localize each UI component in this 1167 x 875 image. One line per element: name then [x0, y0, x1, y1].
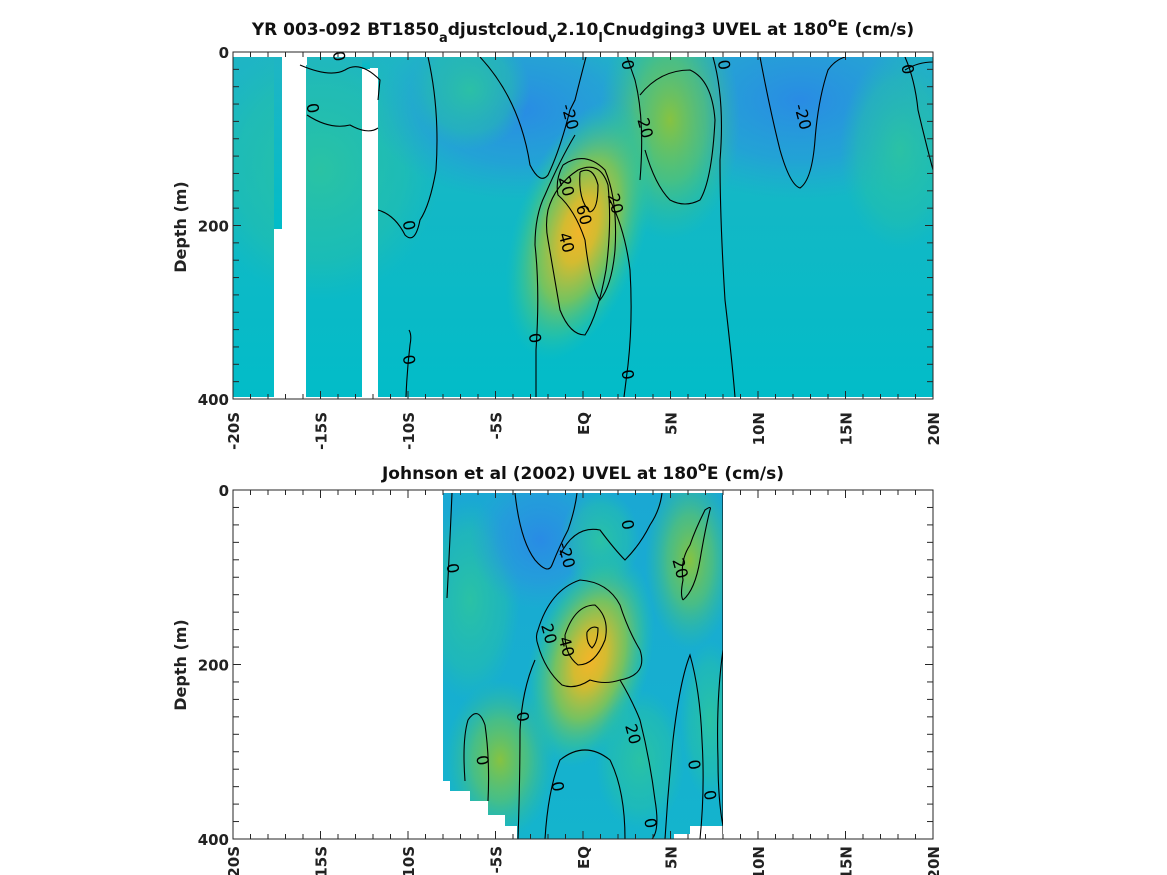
- contour-label: 0: [700, 789, 720, 802]
- contour-label: 20: [604, 191, 628, 216]
- contour-label: 60: [572, 203, 596, 228]
- contour-label: 0: [617, 368, 637, 381]
- bottom-contours: [446, 493, 723, 839]
- contour-label: 20: [633, 116, 657, 141]
- contour-label: 0: [399, 353, 419, 366]
- y-tick-label: 400: [198, 391, 229, 409]
- x-tick-label: -15S: [313, 846, 331, 875]
- top-chart-title: YR 003-092 BT1850adjustcloudv2.10lCnudgi…: [251, 16, 914, 46]
- contour-label: 0: [684, 758, 704, 771]
- top-contours: [299, 57, 933, 397]
- y-tick-label: 200: [198, 218, 229, 236]
- x-tick-label: EQ: [575, 412, 593, 435]
- contour-label: 0: [442, 562, 462, 575]
- contour-label: 0: [329, 49, 349, 62]
- x-tick-label: 10N: [750, 412, 768, 445]
- x-tick-label: -20S: [225, 846, 243, 875]
- x-tick-label: 5N: [663, 846, 681, 869]
- bottom-y-axis-label: Depth (m): [171, 619, 190, 711]
- contour-label: 20: [621, 722, 645, 747]
- contour-label: 0: [547, 780, 567, 793]
- contour-label: 0: [472, 754, 492, 767]
- y-tick-label: 200: [198, 657, 229, 675]
- top-panel: YR 003-092 BT1850adjustcloudv2.10lCnudgi…: [171, 16, 943, 450]
- y-tick-label: 0: [219, 44, 229, 62]
- contour-label: 0: [302, 102, 322, 115]
- contour-label: 40: [555, 634, 579, 659]
- top-x-ticks: -20S -15S -10S -5S EQ 5N 10N 15N 20N: [225, 52, 943, 450]
- x-tick-label: EQ: [575, 846, 593, 869]
- x-tick-label: -10S: [400, 846, 418, 875]
- x-tick-label: 20N: [925, 412, 943, 445]
- x-tick-label: -5S: [488, 412, 506, 439]
- contour-label: 0: [897, 63, 917, 76]
- contour-label: 20: [555, 174, 579, 199]
- x-tick-label: 20N: [925, 846, 943, 875]
- contour-label: 0: [399, 219, 419, 232]
- y-tick-label: 0: [219, 482, 229, 500]
- contour-label: 0: [714, 58, 734, 71]
- y-tick-label: 400: [198, 831, 229, 849]
- contour-label: 40: [555, 230, 579, 255]
- contour-label: 0: [640, 816, 660, 829]
- bottom-chart-title: Johnson et al (2002) UVEL at 180oE (cm/s…: [381, 460, 784, 484]
- x-tick-label: 15N: [838, 846, 856, 875]
- contour-label: 0: [512, 710, 532, 723]
- bottom-panel: Johnson et al (2002) UVEL at 180oE (cm/s…: [171, 460, 943, 875]
- top-missing-data-gaps: [274, 57, 378, 397]
- bottom-missing-data-mask: [443, 781, 723, 839]
- top-heatmap: [233, 57, 933, 397]
- contour-label: 20: [537, 621, 561, 646]
- x-tick-label: -5S: [488, 846, 506, 873]
- x-tick-label: 5N: [663, 412, 681, 435]
- contour-label: 20: [668, 556, 692, 581]
- contour-label: 0: [617, 58, 637, 71]
- contour-label: 0: [525, 331, 545, 344]
- x-tick-label: 15N: [838, 412, 856, 445]
- x-tick-label: 10N: [750, 846, 768, 875]
- bottom-x-ticks: -20S -15S -10S -5S EQ 5N 10N 15N 20N: [225, 490, 943, 875]
- x-tick-label: -10S: [400, 412, 418, 450]
- bottom-heatmap: [443, 493, 723, 839]
- x-tick-label: -15S: [313, 412, 331, 450]
- contour-label: 0: [617, 518, 637, 531]
- x-tick-label: -20S: [225, 412, 243, 450]
- top-y-axis-label: Depth (m): [171, 181, 190, 273]
